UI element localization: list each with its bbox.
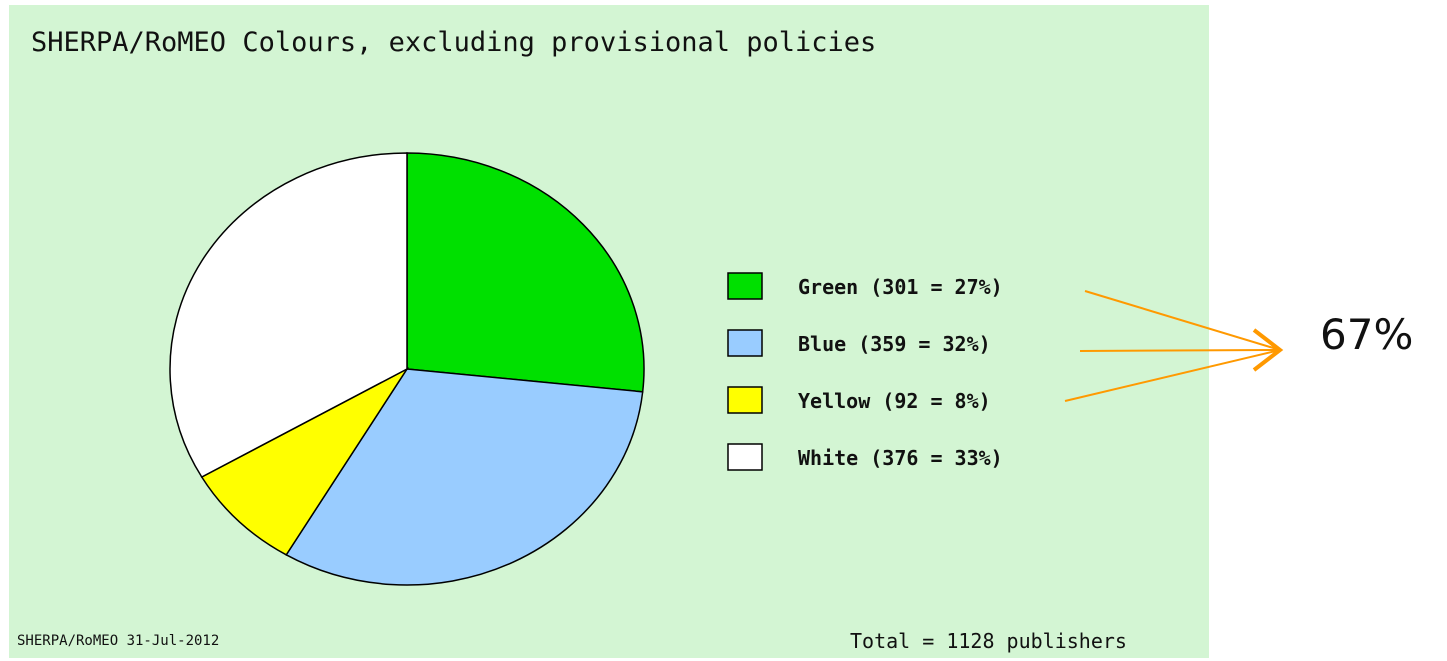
footer-total: Total = 1128 publishers bbox=[850, 629, 1127, 653]
chart-title: SHERPA/RoMEO Colours, excluding provisio… bbox=[31, 27, 877, 58]
pie-slice-blue bbox=[285, 368, 644, 586]
arrow-green bbox=[1084, 290, 1281, 351]
legend-label-yellow: Yellow (92 = 8%) bbox=[798, 389, 991, 413]
arrow-blue bbox=[1079, 349, 1281, 352]
pie-chart: Green (301 = 27%) Blue (359 = 32%) Yellow … bbox=[169, 152, 1003, 586]
chart-panel: SHERPA/RoMEO Colours, excluding provisio… bbox=[9, 5, 1209, 658]
footer-date: SHERPA/RoMEO 31-Jul-2012 bbox=[17, 633, 220, 649]
legend-swatch-blue bbox=[727, 329, 763, 357]
legend-label-white: White (376 = 33%) bbox=[798, 446, 1003, 470]
arrow-yellow bbox=[1064, 349, 1281, 402]
arrow-head bbox=[1252, 328, 1284, 372]
legend-swatch-white bbox=[727, 443, 763, 471]
legend-label-green: Green (301 = 27%) bbox=[798, 275, 1003, 299]
legend-swatch-green bbox=[727, 272, 763, 300]
legend-label-blue: Blue (359 = 32%) bbox=[798, 332, 991, 356]
pie-slice-white bbox=[169, 152, 408, 478]
annotation-text: 67% bbox=[1320, 310, 1414, 359]
pie-slice-yellow bbox=[200, 366, 410, 556]
pie-slice-green bbox=[406, 152, 645, 393]
legend-swatch-yellow bbox=[727, 386, 763, 414]
